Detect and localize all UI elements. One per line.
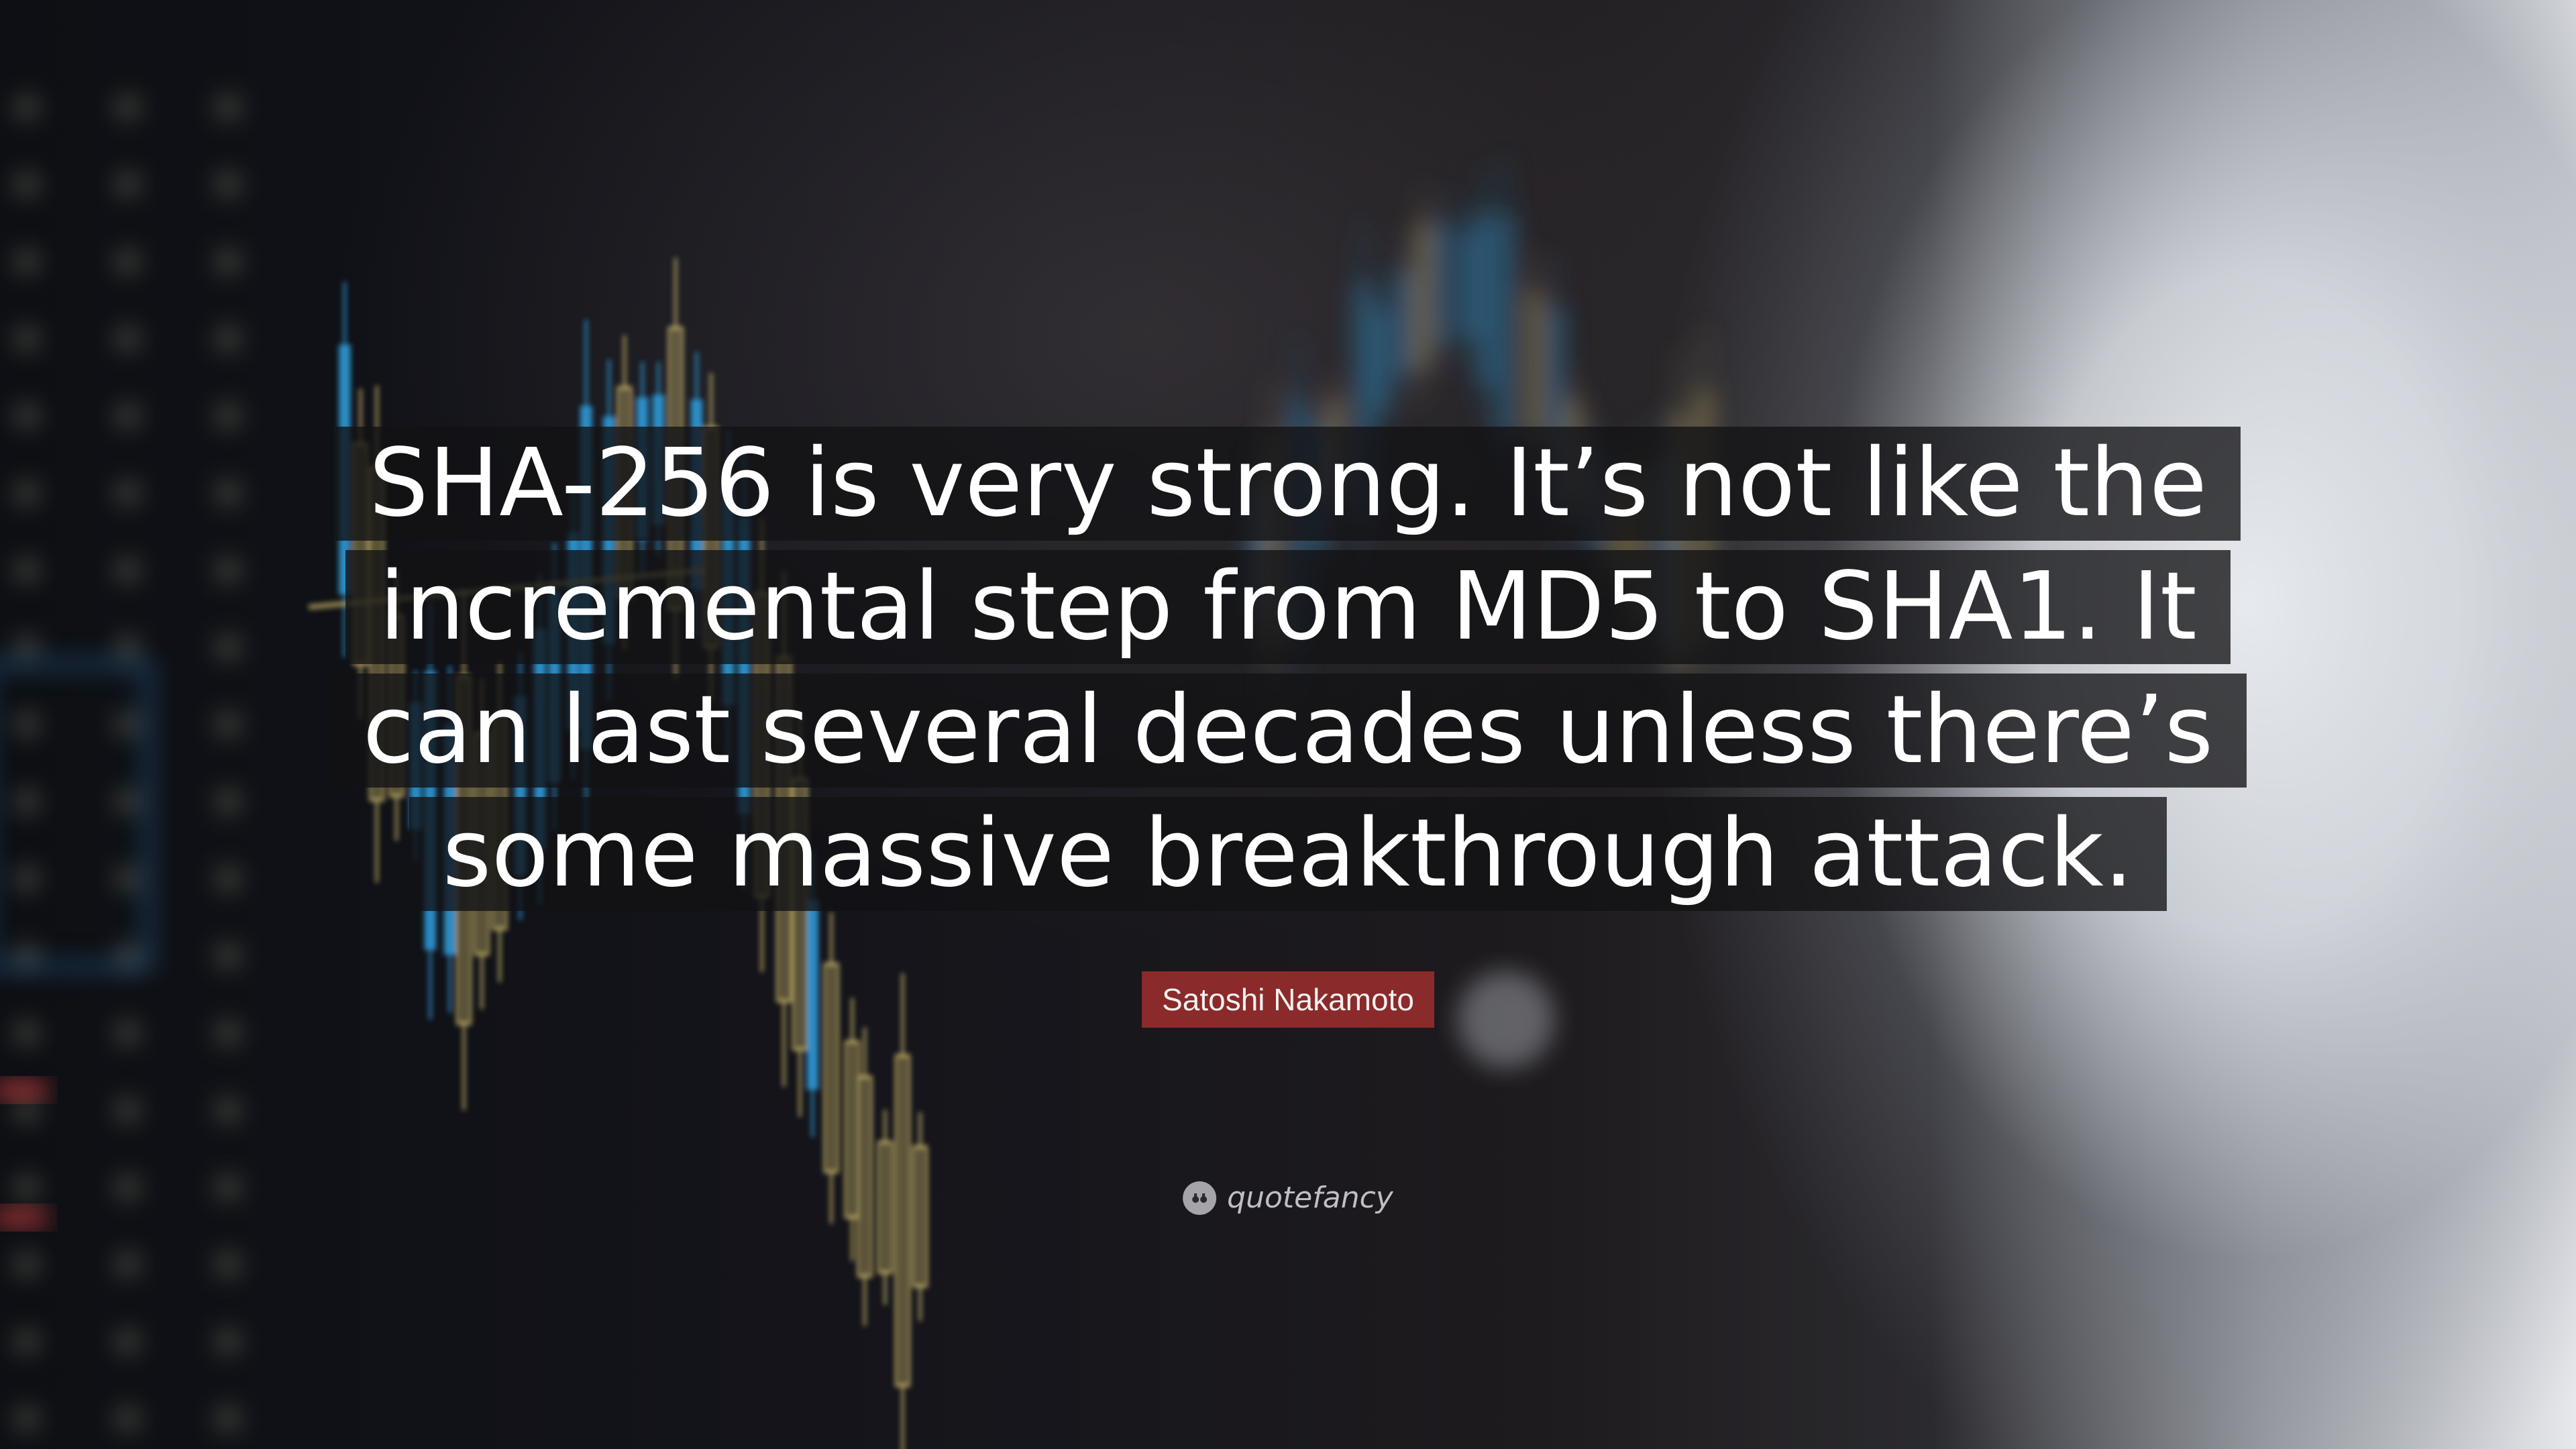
background-dot	[16, 1177, 38, 1198]
background-candle	[895, 1054, 911, 1387]
background-panel-frame	[0, 659, 152, 971]
background-dot	[117, 791, 138, 812]
background-dot	[117, 482, 138, 504]
background-dot	[217, 251, 239, 272]
background-dot	[16, 1254, 38, 1275]
background-candle	[857, 1075, 873, 1278]
background-dot	[117, 97, 138, 118]
background-candle	[1395, 270, 1411, 376]
background-candle	[1499, 215, 1514, 441]
background-dot	[117, 1177, 138, 1198]
background-candle	[1415, 223, 1430, 370]
background-red-mark	[0, 1208, 47, 1228]
background-dot	[117, 1099, 138, 1121]
background-candle	[1527, 290, 1542, 443]
background-dot	[117, 1254, 138, 1275]
background-dot	[16, 1331, 38, 1352]
quote-line: can last several decades unless there’s	[329, 674, 2247, 788]
background-dot	[117, 1331, 138, 1352]
background-dot	[16, 328, 38, 350]
author-badge: Satoshi Nakamoto	[1142, 971, 1434, 1028]
quote-text: SHA-256 is very strong. It’s not like th…	[0, 427, 2576, 920]
background-dot	[16, 1022, 38, 1044]
background-dot	[217, 868, 239, 890]
background-dot	[217, 1408, 239, 1430]
background-dot	[117, 405, 138, 427]
background-dot	[217, 637, 239, 658]
background-dot	[217, 1022, 239, 1044]
background-red-mark	[0, 1080, 47, 1100]
background-candle	[1435, 221, 1450, 345]
background-dot	[117, 637, 138, 658]
background-dot	[16, 791, 38, 812]
background-candle	[1374, 309, 1389, 412]
background-dots	[16, 97, 239, 1430]
quote-line: incremental step from MD5 to SHA1. It	[345, 550, 2231, 664]
background-dot	[217, 97, 239, 118]
background-dot	[16, 637, 38, 658]
background-candle	[877, 1140, 893, 1275]
quote-mark-icon	[1183, 1181, 1217, 1215]
background-dot	[16, 559, 38, 581]
background-candle	[806, 900, 819, 1090]
background-dot	[16, 251, 38, 272]
background-dot	[217, 945, 239, 967]
brand-watermark: quotefancy	[1183, 1181, 1393, 1215]
background-dot	[217, 328, 239, 350]
background-dot	[117, 251, 138, 272]
background-dot	[217, 174, 239, 195]
background-dot	[16, 868, 38, 890]
background-dot	[217, 791, 239, 812]
background-dot	[16, 482, 38, 504]
background-dot	[117, 328, 138, 350]
background-dot	[16, 714, 38, 735]
background-dot	[16, 174, 38, 195]
background-dot	[117, 1022, 138, 1044]
background-dot	[217, 1099, 239, 1121]
background-dot	[217, 714, 239, 735]
background-dot	[117, 559, 138, 581]
background-dot	[16, 1408, 38, 1430]
quote-line: some massive breakthrough attack.	[409, 797, 2167, 911]
background-dot	[117, 868, 138, 890]
background-dot	[217, 559, 239, 581]
background-candle	[1478, 211, 1493, 389]
background-candle	[1461, 229, 1477, 339]
background-candle	[823, 962, 839, 1174]
background-dot	[16, 97, 38, 118]
background-bokeh	[1458, 971, 1554, 1068]
background-candle	[912, 1145, 928, 1288]
brand-name: quotefancy	[1227, 1181, 1393, 1215]
background-dot	[217, 405, 239, 427]
background-dot	[117, 1408, 138, 1430]
background-dot	[16, 1099, 38, 1121]
background-dot	[217, 1254, 239, 1275]
quote-line: SHA-256 is very strong. It’s not like th…	[335, 427, 2241, 541]
background-dot	[117, 174, 138, 195]
background-dot	[217, 1331, 239, 1352]
background-dot	[217, 1177, 239, 1198]
background-dot	[16, 405, 38, 427]
background-dot	[217, 482, 239, 504]
background-dot	[117, 714, 138, 735]
